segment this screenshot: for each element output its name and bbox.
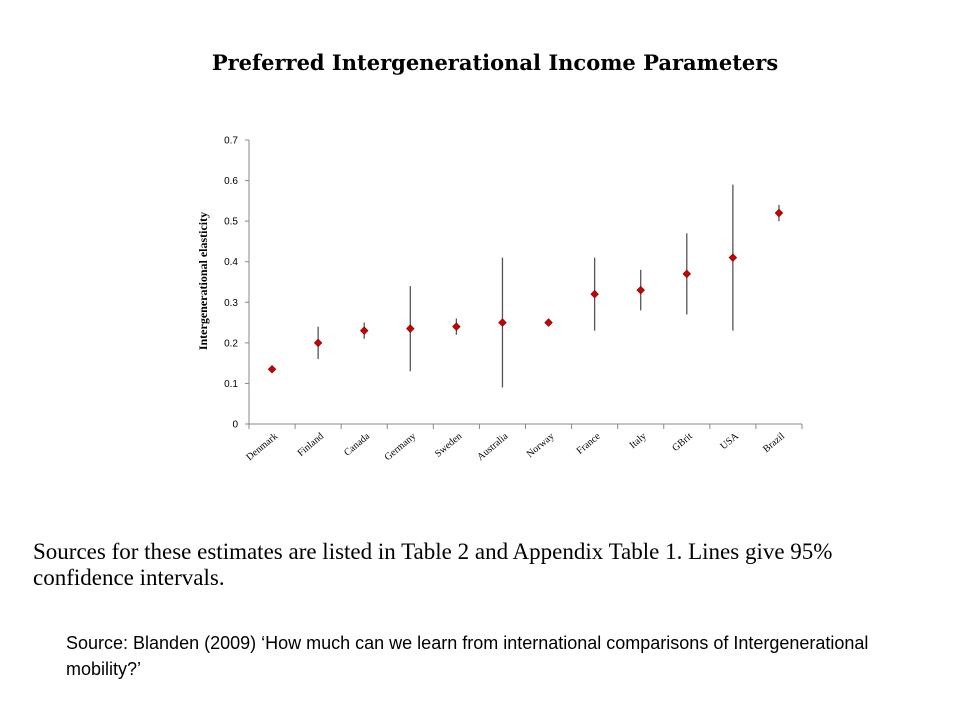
- y-tick-label: 0.2: [224, 338, 238, 349]
- category-label-brazil: Brazil: [761, 431, 787, 455]
- category-label-canada: Canada: [342, 431, 372, 459]
- point-denmark: [267, 365, 277, 374]
- point-australia: [498, 318, 507, 327]
- point-france: [590, 289, 599, 299]
- point-italy: [636, 285, 645, 295]
- data-points: [267, 208, 784, 374]
- category-label-usa: USA: [718, 430, 741, 452]
- y-tick-label: 0: [232, 420, 238, 431]
- point-germany: [406, 324, 415, 333]
- y-tick-label: 0.5: [224, 217, 238, 228]
- source-citation: Source: Blanden (2009) ‘How much can we …: [66, 633, 869, 679]
- category-label-italy: Italy: [628, 431, 649, 451]
- y-tick-label: 0.7: [224, 136, 238, 147]
- chart: Preferred Intergenerational Income Param…: [196, 50, 803, 463]
- axes: [248, 140, 803, 429]
- category-label-finland: Finland: [296, 431, 326, 459]
- category-label-france: France: [575, 431, 603, 457]
- point-canada: [359, 326, 369, 335]
- point-usa: [728, 253, 738, 262]
- point-finland: [313, 338, 323, 348]
- category-label-sweden: Sweden: [433, 431, 464, 460]
- category-label-gbrit: GBrit: [670, 431, 695, 454]
- x-category-labels: Denmark Finland Canada Germany Sweden Austral…: [244, 430, 787, 463]
- sources-note: Sources for these estimates are listed i…: [33, 539, 833, 590]
- y-ticks: 0 0.1 0.2 0.3 0.4 0.5 0.6 0.7: [224, 136, 249, 431]
- y-tick-label: 0.1: [224, 379, 238, 390]
- y-tick-label: 0.3: [224, 298, 238, 309]
- point-sweden: [452, 322, 461, 331]
- point-brazil: [774, 208, 784, 218]
- y-tick-label: 0.6: [224, 176, 238, 187]
- y-tick-label: 0.4: [224, 257, 238, 268]
- category-label-denmark: Denmark: [244, 431, 280, 463]
- category-label-norway: Norway: [525, 431, 557, 460]
- point-norway: [544, 318, 553, 327]
- chart-title: Preferred Intergenerational Income Param…: [212, 50, 778, 75]
- y-axis-label: Intergenerational elasticity: [196, 212, 210, 350]
- error-bars: [271, 184, 780, 388]
- category-label-australia: Australia: [475, 431, 511, 463]
- category-label-germany: Germany: [383, 431, 419, 463]
- point-gbrit: [682, 269, 692, 279]
